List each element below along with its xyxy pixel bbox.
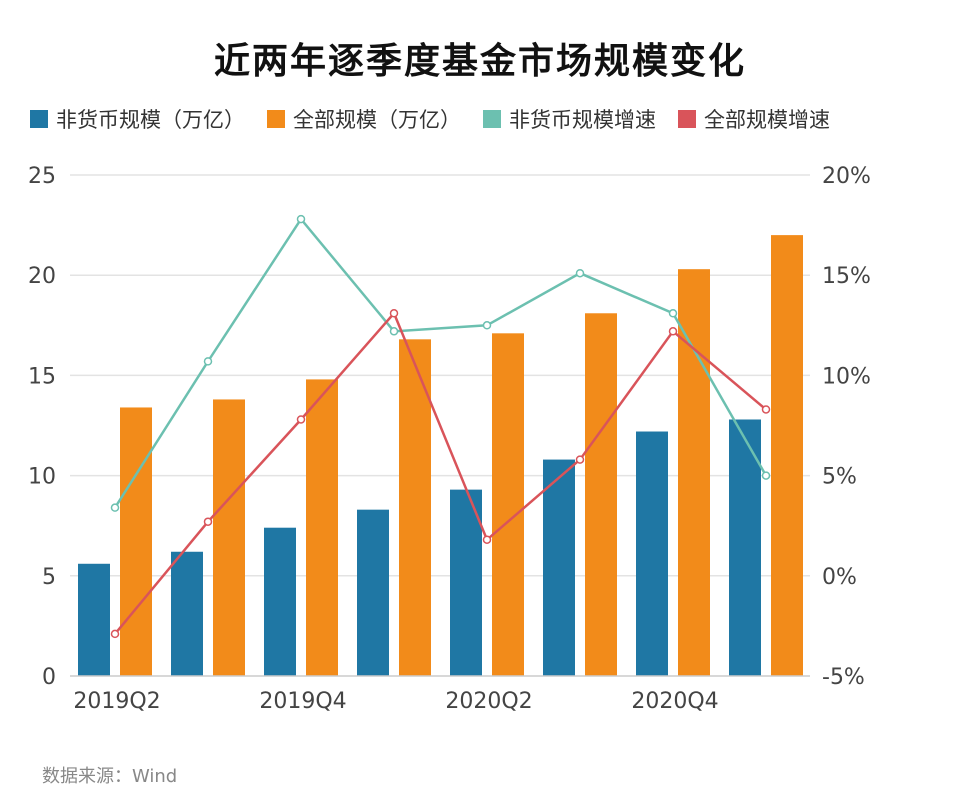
bar-total-size [678, 269, 710, 676]
bar-total-size [585, 313, 617, 676]
line-total-growth [114, 310, 767, 635]
x-tick-label: 2019Q2 [73, 689, 160, 714]
right-tick-label: 0% [822, 565, 857, 590]
legend-label: 非货币规模增速 [509, 108, 656, 132]
line-point [296, 214, 306, 224]
line-point [203, 357, 213, 366]
line-point [482, 321, 492, 330]
bar-total-size [492, 333, 524, 676]
legend-label: 全部规模（万亿） [293, 108, 461, 132]
x-tick-label: 2019Q4 [259, 689, 346, 714]
right-tick-label: 5% [822, 465, 857, 490]
bar-nonmoney-size [357, 509, 389, 676]
bar-total-size [399, 339, 431, 676]
line-point [668, 327, 678, 336]
line-point [575, 268, 585, 278]
bar-total-size [213, 399, 245, 676]
bar-total-size [771, 235, 803, 676]
left-tick-label: 20 [28, 264, 56, 289]
bar-total-size [120, 407, 152, 676]
line-point [110, 503, 120, 512]
bar-nonmoney-size [264, 527, 296, 676]
legend-item: 全部规模增速 [678, 104, 830, 134]
line-point [389, 327, 399, 336]
line-point [110, 629, 120, 639]
legend: 非货币规模（万亿） 全部规模（万亿） 非货币规模增速 全部规模增速 [30, 104, 950, 134]
left-tick-label: 15 [28, 364, 56, 389]
bar-nonmoney-size [729, 419, 761, 676]
legend-item: 非货币规模增速 [483, 104, 656, 134]
line-point [482, 535, 492, 544]
legend-swatch [483, 110, 501, 128]
left-tick-label: 5 [42, 565, 56, 590]
legend-item: 非货币规模（万亿） [30, 104, 245, 134]
legend-label: 全部规模增速 [704, 108, 830, 132]
right-tick-label: 15% [822, 264, 871, 289]
right-tick-label: -5% [822, 665, 865, 690]
left-tick-label: 25 [28, 164, 56, 189]
chart-title: 近两年逐季度基金市场规模变化 [213, 41, 746, 82]
bar-nonmoney-size [450, 489, 482, 676]
legend-swatch [267, 110, 285, 128]
source-note: 数据来源：Wind [42, 766, 178, 787]
bar-nonmoney-size [78, 563, 110, 676]
line-point [389, 309, 399, 318]
x-tick-label: 2020Q2 [445, 689, 532, 714]
line-point [761, 405, 771, 414]
left-tick-label: 0 [42, 665, 56, 690]
right-tick-label: 20% [822, 164, 871, 189]
line-point [668, 309, 678, 318]
bar-nonmoney-size [171, 551, 203, 676]
right-tick-label: 10% [822, 364, 871, 389]
line-nonmoney-growth [113, 216, 768, 509]
bar-nonmoney-size [543, 459, 575, 676]
legend-label: 非货币规模（万亿） [56, 108, 245, 132]
legend-item: 全部规模（万亿） [267, 104, 461, 134]
line-point [203, 517, 213, 526]
bar-total-size [306, 379, 338, 676]
bar-nonmoney-size [636, 431, 668, 676]
line-point [761, 471, 771, 480]
x-tick-label: 2020Q4 [631, 689, 718, 714]
line-point [296, 415, 306, 424]
legend-swatch [30, 110, 48, 128]
legend-swatch [678, 110, 696, 128]
left-tick-label: 10 [28, 465, 56, 490]
line-point [575, 455, 585, 464]
